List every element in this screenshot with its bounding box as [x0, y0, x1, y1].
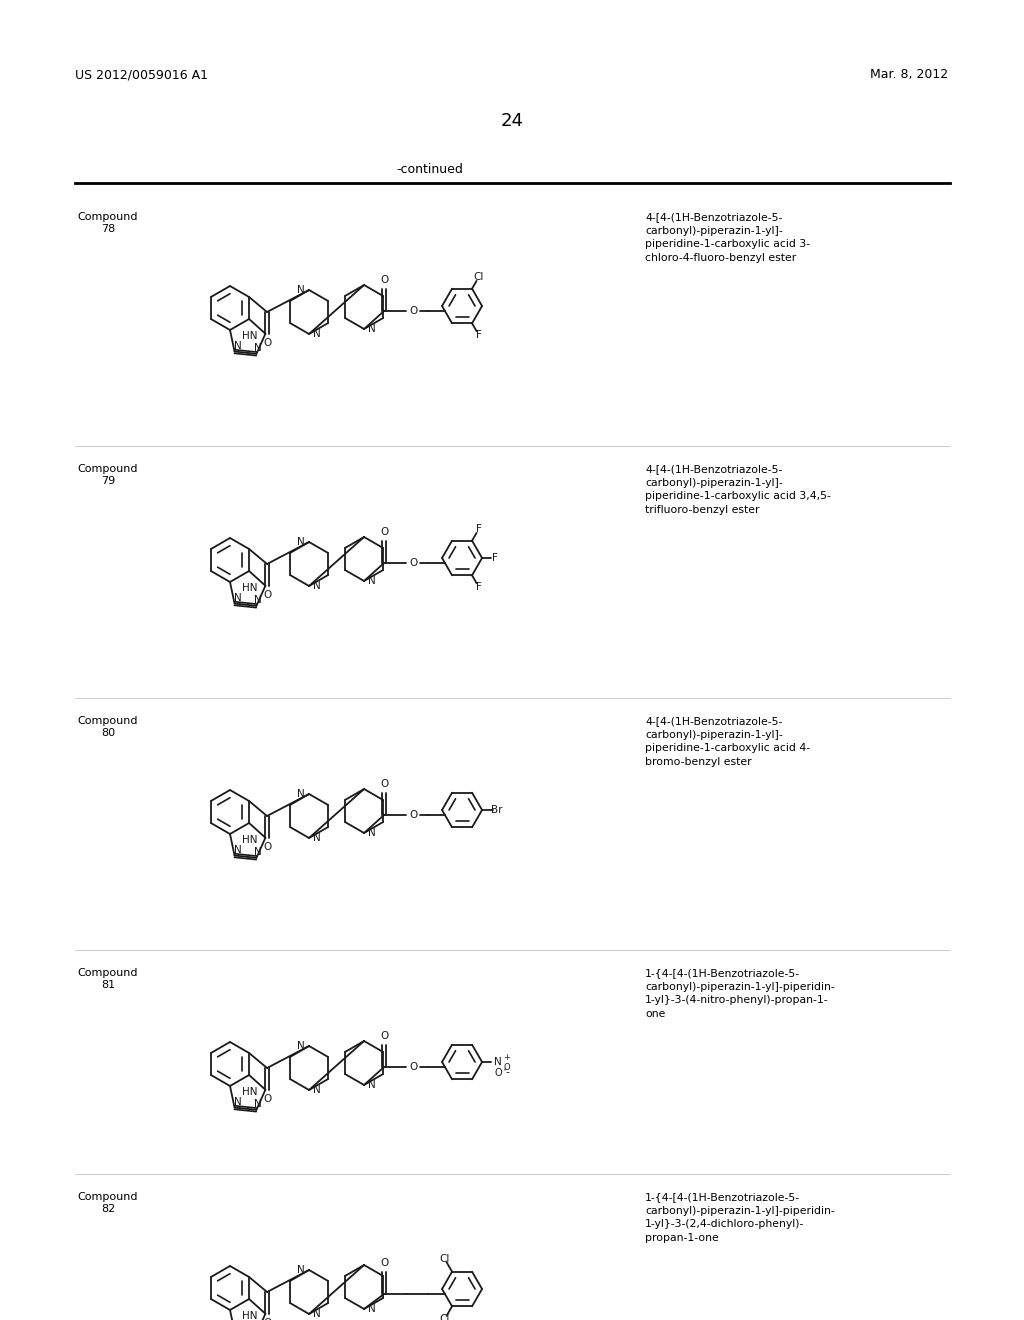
Text: O: O: [263, 1317, 271, 1320]
Text: 1-{4-[4-(1H-Benzotriazole-5-
carbonyl)-piperazin-1-yl]-piperidin-
1-yl}-3-(4-nit: 1-{4-[4-(1H-Benzotriazole-5- carbonyl)-p…: [645, 968, 835, 1019]
Text: N: N: [297, 1041, 305, 1051]
Text: N: N: [369, 1080, 376, 1090]
Text: O: O: [263, 1094, 271, 1104]
Text: O: O: [409, 558, 417, 568]
Text: N: N: [297, 1265, 305, 1275]
Text: -: -: [505, 1067, 509, 1077]
Text: O: O: [495, 1068, 502, 1078]
Text: HN: HN: [242, 834, 257, 845]
Text: N: N: [369, 828, 376, 838]
Text: N: N: [233, 1097, 242, 1106]
Text: 78: 78: [101, 224, 115, 234]
Text: O: O: [263, 590, 271, 601]
Text: Compound: Compound: [78, 1192, 138, 1203]
Text: N: N: [254, 847, 261, 857]
Text: Compound: Compound: [78, 213, 138, 222]
Text: F: F: [475, 582, 481, 591]
Text: HN: HN: [242, 1311, 257, 1320]
Text: Compound: Compound: [78, 465, 138, 474]
Text: Compound: Compound: [78, 715, 138, 726]
Text: O: O: [409, 1063, 417, 1072]
Text: N: N: [297, 285, 305, 294]
Text: N: N: [313, 1309, 321, 1319]
Text: N: N: [313, 581, 321, 591]
Text: 4-[4-(1H-Benzotriazole-5-
carbonyl)-piperazin-1-yl]-
piperidine-1-carboxylic aci: 4-[4-(1H-Benzotriazole-5- carbonyl)-pipe…: [645, 465, 830, 515]
Text: N: N: [313, 833, 321, 843]
Text: 81: 81: [101, 979, 115, 990]
Text: N: N: [233, 593, 242, 602]
Text: Cl: Cl: [439, 1254, 450, 1263]
Text: N: N: [297, 789, 305, 799]
Text: Mar. 8, 2012: Mar. 8, 2012: [870, 69, 948, 81]
Text: O: O: [380, 275, 388, 285]
Text: N: N: [233, 341, 242, 351]
Text: N: N: [254, 343, 261, 352]
Text: Compound: Compound: [78, 968, 138, 978]
Text: F: F: [475, 524, 481, 535]
Text: +: +: [504, 1052, 511, 1061]
Text: O: O: [380, 527, 388, 537]
Text: F: F: [475, 330, 481, 339]
Text: Cl: Cl: [439, 1315, 450, 1320]
Text: Cl: Cl: [473, 272, 483, 282]
Text: N: N: [369, 1304, 376, 1313]
Text: 82: 82: [101, 1204, 115, 1214]
Text: 1-{4-[4-(1H-Benzotriazole-5-
carbonyl)-piperazin-1-yl]-piperidin-
1-yl}-3-(2,4-d: 1-{4-[4-(1H-Benzotriazole-5- carbonyl)-p…: [645, 1192, 835, 1243]
Text: N: N: [254, 1098, 261, 1109]
Text: HN: HN: [242, 1086, 257, 1097]
Text: 4-[4-(1H-Benzotriazole-5-
carbonyl)-piperazin-1-yl]-
piperidine-1-carboxylic aci: 4-[4-(1H-Benzotriazole-5- carbonyl)-pipe…: [645, 715, 810, 767]
Text: HN: HN: [242, 331, 257, 341]
Text: 4-[4-(1H-Benzotriazole-5-
carbonyl)-piperazin-1-yl]-
piperidine-1-carboxylic aci: 4-[4-(1H-Benzotriazole-5- carbonyl)-pipe…: [645, 213, 810, 263]
Text: O: O: [380, 1258, 388, 1269]
Text: O: O: [380, 779, 388, 789]
Text: O: O: [409, 810, 417, 820]
Text: Br: Br: [492, 805, 503, 814]
Text: O: O: [263, 842, 271, 851]
Text: O: O: [504, 1064, 510, 1072]
Text: N: N: [369, 576, 376, 586]
Text: N: N: [313, 1085, 321, 1096]
Text: N: N: [233, 845, 242, 854]
Text: -continued: -continued: [396, 162, 464, 176]
Text: N: N: [495, 1057, 502, 1067]
Text: 79: 79: [101, 477, 115, 486]
Text: 24: 24: [501, 112, 523, 129]
Text: O: O: [263, 338, 271, 348]
Text: O: O: [380, 1031, 388, 1041]
Text: N: N: [254, 595, 261, 605]
Text: N: N: [297, 537, 305, 546]
Text: HN: HN: [242, 582, 257, 593]
Text: F: F: [493, 553, 498, 564]
Text: US 2012/0059016 A1: US 2012/0059016 A1: [75, 69, 208, 81]
Text: O: O: [409, 306, 417, 315]
Text: N: N: [313, 329, 321, 339]
Text: 80: 80: [101, 729, 115, 738]
Text: N: N: [369, 323, 376, 334]
